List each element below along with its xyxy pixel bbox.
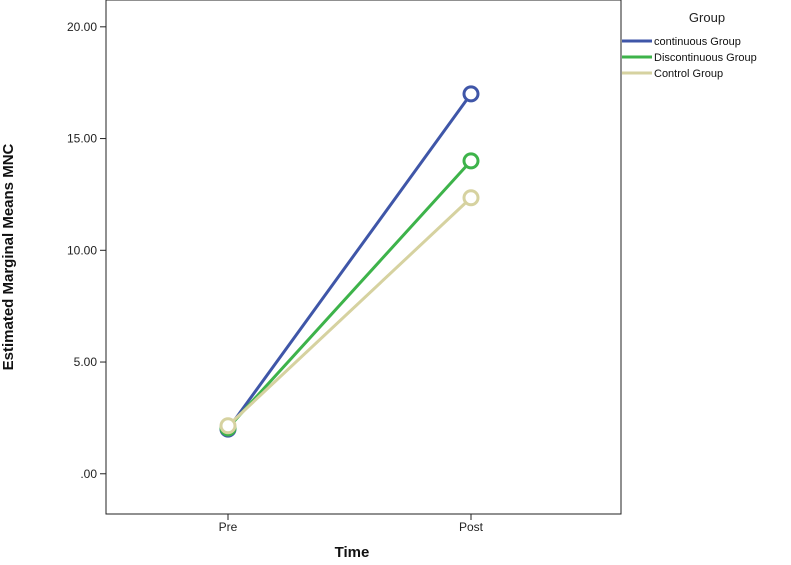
- data-point-marker: [462, 189, 480, 207]
- series-layer: [219, 85, 480, 438]
- legend-item: Control Group: [622, 68, 723, 80]
- plot-area: [105, 0, 622, 515]
- x-axis-ticks: Pre Post: [219, 514, 484, 534]
- legend-item: continuous Group: [622, 36, 741, 48]
- x-tick-label: Pre: [219, 520, 238, 534]
- y-tick-label: 5.00: [74, 355, 98, 369]
- y-axis-ticks: .00 5.00 10.00 15.00 20.00: [67, 20, 106, 481]
- data-point-marker: [462, 85, 480, 103]
- y-axis-title: Estimated Marginal Means MNC: [0, 143, 17, 370]
- x-tick-label: Post: [459, 520, 484, 534]
- series-3: [219, 189, 480, 435]
- legend-item: Discontinuous Group: [622, 52, 757, 64]
- y-tick-label: 20.00: [67, 20, 97, 34]
- legend-items: continuous Group Discontinuous Group Contr…: [622, 36, 757, 80]
- y-tick-label: 15.00: [67, 132, 97, 146]
- data-point-marker: [219, 417, 237, 435]
- y-tick-label: 10.00: [67, 243, 97, 257]
- legend: Group continuous Group Discontinuous Grou…: [622, 10, 757, 80]
- series-line: [226, 196, 473, 427]
- legend-label: continuous Group: [654, 36, 741, 48]
- legend-label: Control Group: [654, 68, 723, 80]
- x-axis-title: Time: [335, 544, 370, 560]
- series-line: [226, 159, 473, 429]
- data-point-marker: [462, 152, 480, 170]
- legend-title: Group: [689, 10, 725, 25]
- y-tick-label: .00: [80, 467, 97, 481]
- series-line: [226, 92, 473, 430]
- legend-label: Discontinuous Group: [654, 52, 757, 64]
